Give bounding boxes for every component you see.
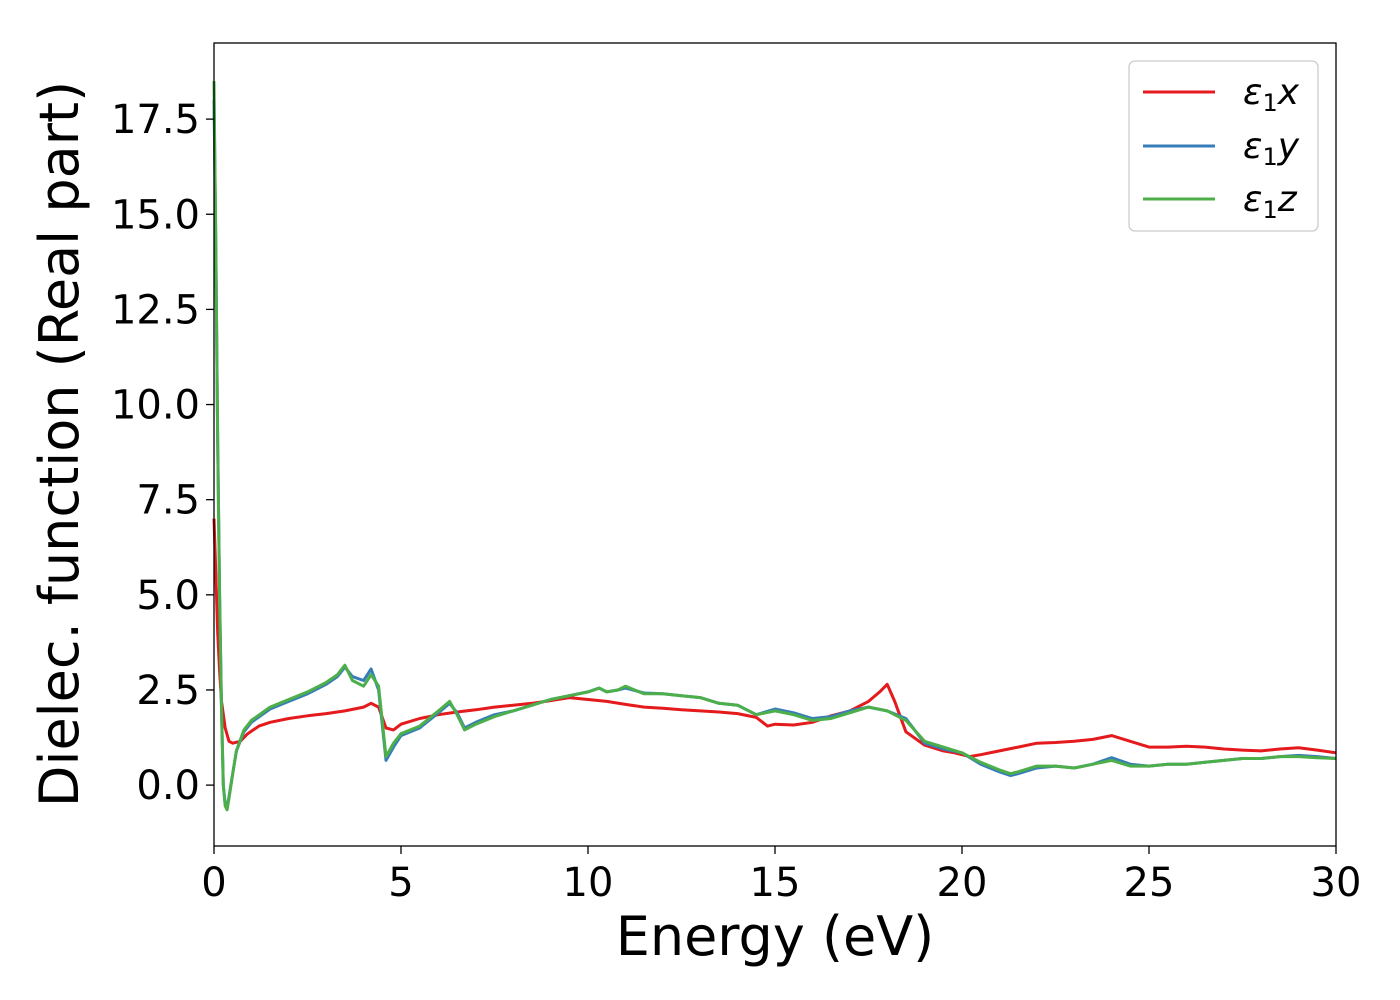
- y-tick-label: 10.0: [111, 383, 200, 429]
- y-tick-label: 17.5: [111, 97, 200, 143]
- y-tick-label: 2.5: [136, 668, 200, 714]
- y-tick-label: 15.0: [111, 192, 200, 238]
- legend: ε1x ε1y ε1z: [1128, 60, 1319, 232]
- y-axis-ticks: 0.0 2.5 5.0 7.5 10.0 12.5 15.0 17.5: [111, 97, 214, 809]
- y-tick-label: 0.0: [136, 763, 200, 809]
- y-tick-label: 7.5: [136, 478, 200, 524]
- legend-label-y: ε1y: [1243, 126, 1300, 171]
- legend-label-z: ε1z: [1243, 179, 1298, 224]
- legend-label-x: ε1x: [1243, 72, 1300, 117]
- x-tick-label: 30: [1311, 860, 1362, 906]
- x-axis-label: Energy (eV): [616, 905, 935, 968]
- x-tick-label: 20: [937, 860, 988, 906]
- legend-box: [1128, 60, 1319, 232]
- x-tick-label: 15: [750, 860, 801, 906]
- x-tick-label: 0: [201, 860, 226, 906]
- y-tick-label: 5.0: [136, 573, 200, 619]
- y-axis-label: Dielec. function (Real part): [28, 81, 91, 807]
- x-tick-label: 5: [388, 860, 413, 906]
- x-axis-ticks: 0 5 10 15 20 25 30: [201, 846, 1361, 906]
- series-layer: [212, 81, 1337, 812]
- series-line-z: [212, 81, 1337, 812]
- x-tick-label: 10: [563, 860, 614, 906]
- x-tick-label: 25: [1124, 860, 1175, 906]
- series-line-x: [212, 518, 1337, 759]
- y-tick-label: 12.5: [111, 287, 200, 333]
